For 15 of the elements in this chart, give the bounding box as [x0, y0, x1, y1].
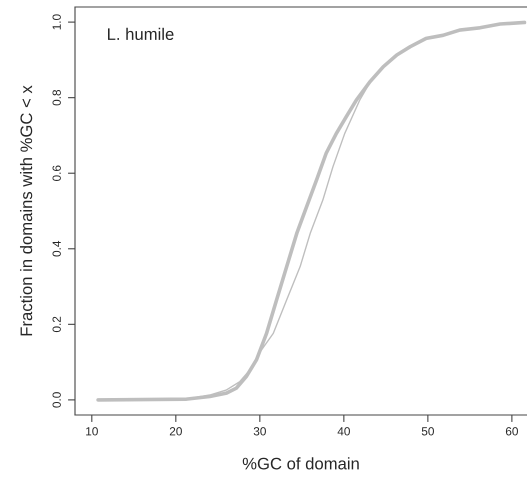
x-tick-label: 20 [170, 427, 182, 436]
x-tick-label: 40 [338, 427, 350, 436]
y-tick-label: 1.0 [52, 14, 61, 30]
y-tick-label: 0.2 [52, 316, 61, 332]
x-tick-label: 60 [506, 427, 518, 436]
y-tick-label: 0.8 [52, 90, 61, 106]
x-axis-title: %GC of domain [242, 457, 359, 470]
y-tick-label: 0.4 [52, 240, 61, 257]
x-tick-label: 30 [254, 427, 266, 436]
y-axis-title: Fraction in domains with %GC < x [20, 85, 32, 336]
x-tick-label: 10 [86, 427, 98, 436]
y-tick-label: 0.6 [52, 166, 61, 181]
x-tick-label: 50 [422, 427, 434, 436]
y-tick-label: 0.0 [52, 392, 61, 408]
annotation: L. humile [108, 28, 174, 40]
